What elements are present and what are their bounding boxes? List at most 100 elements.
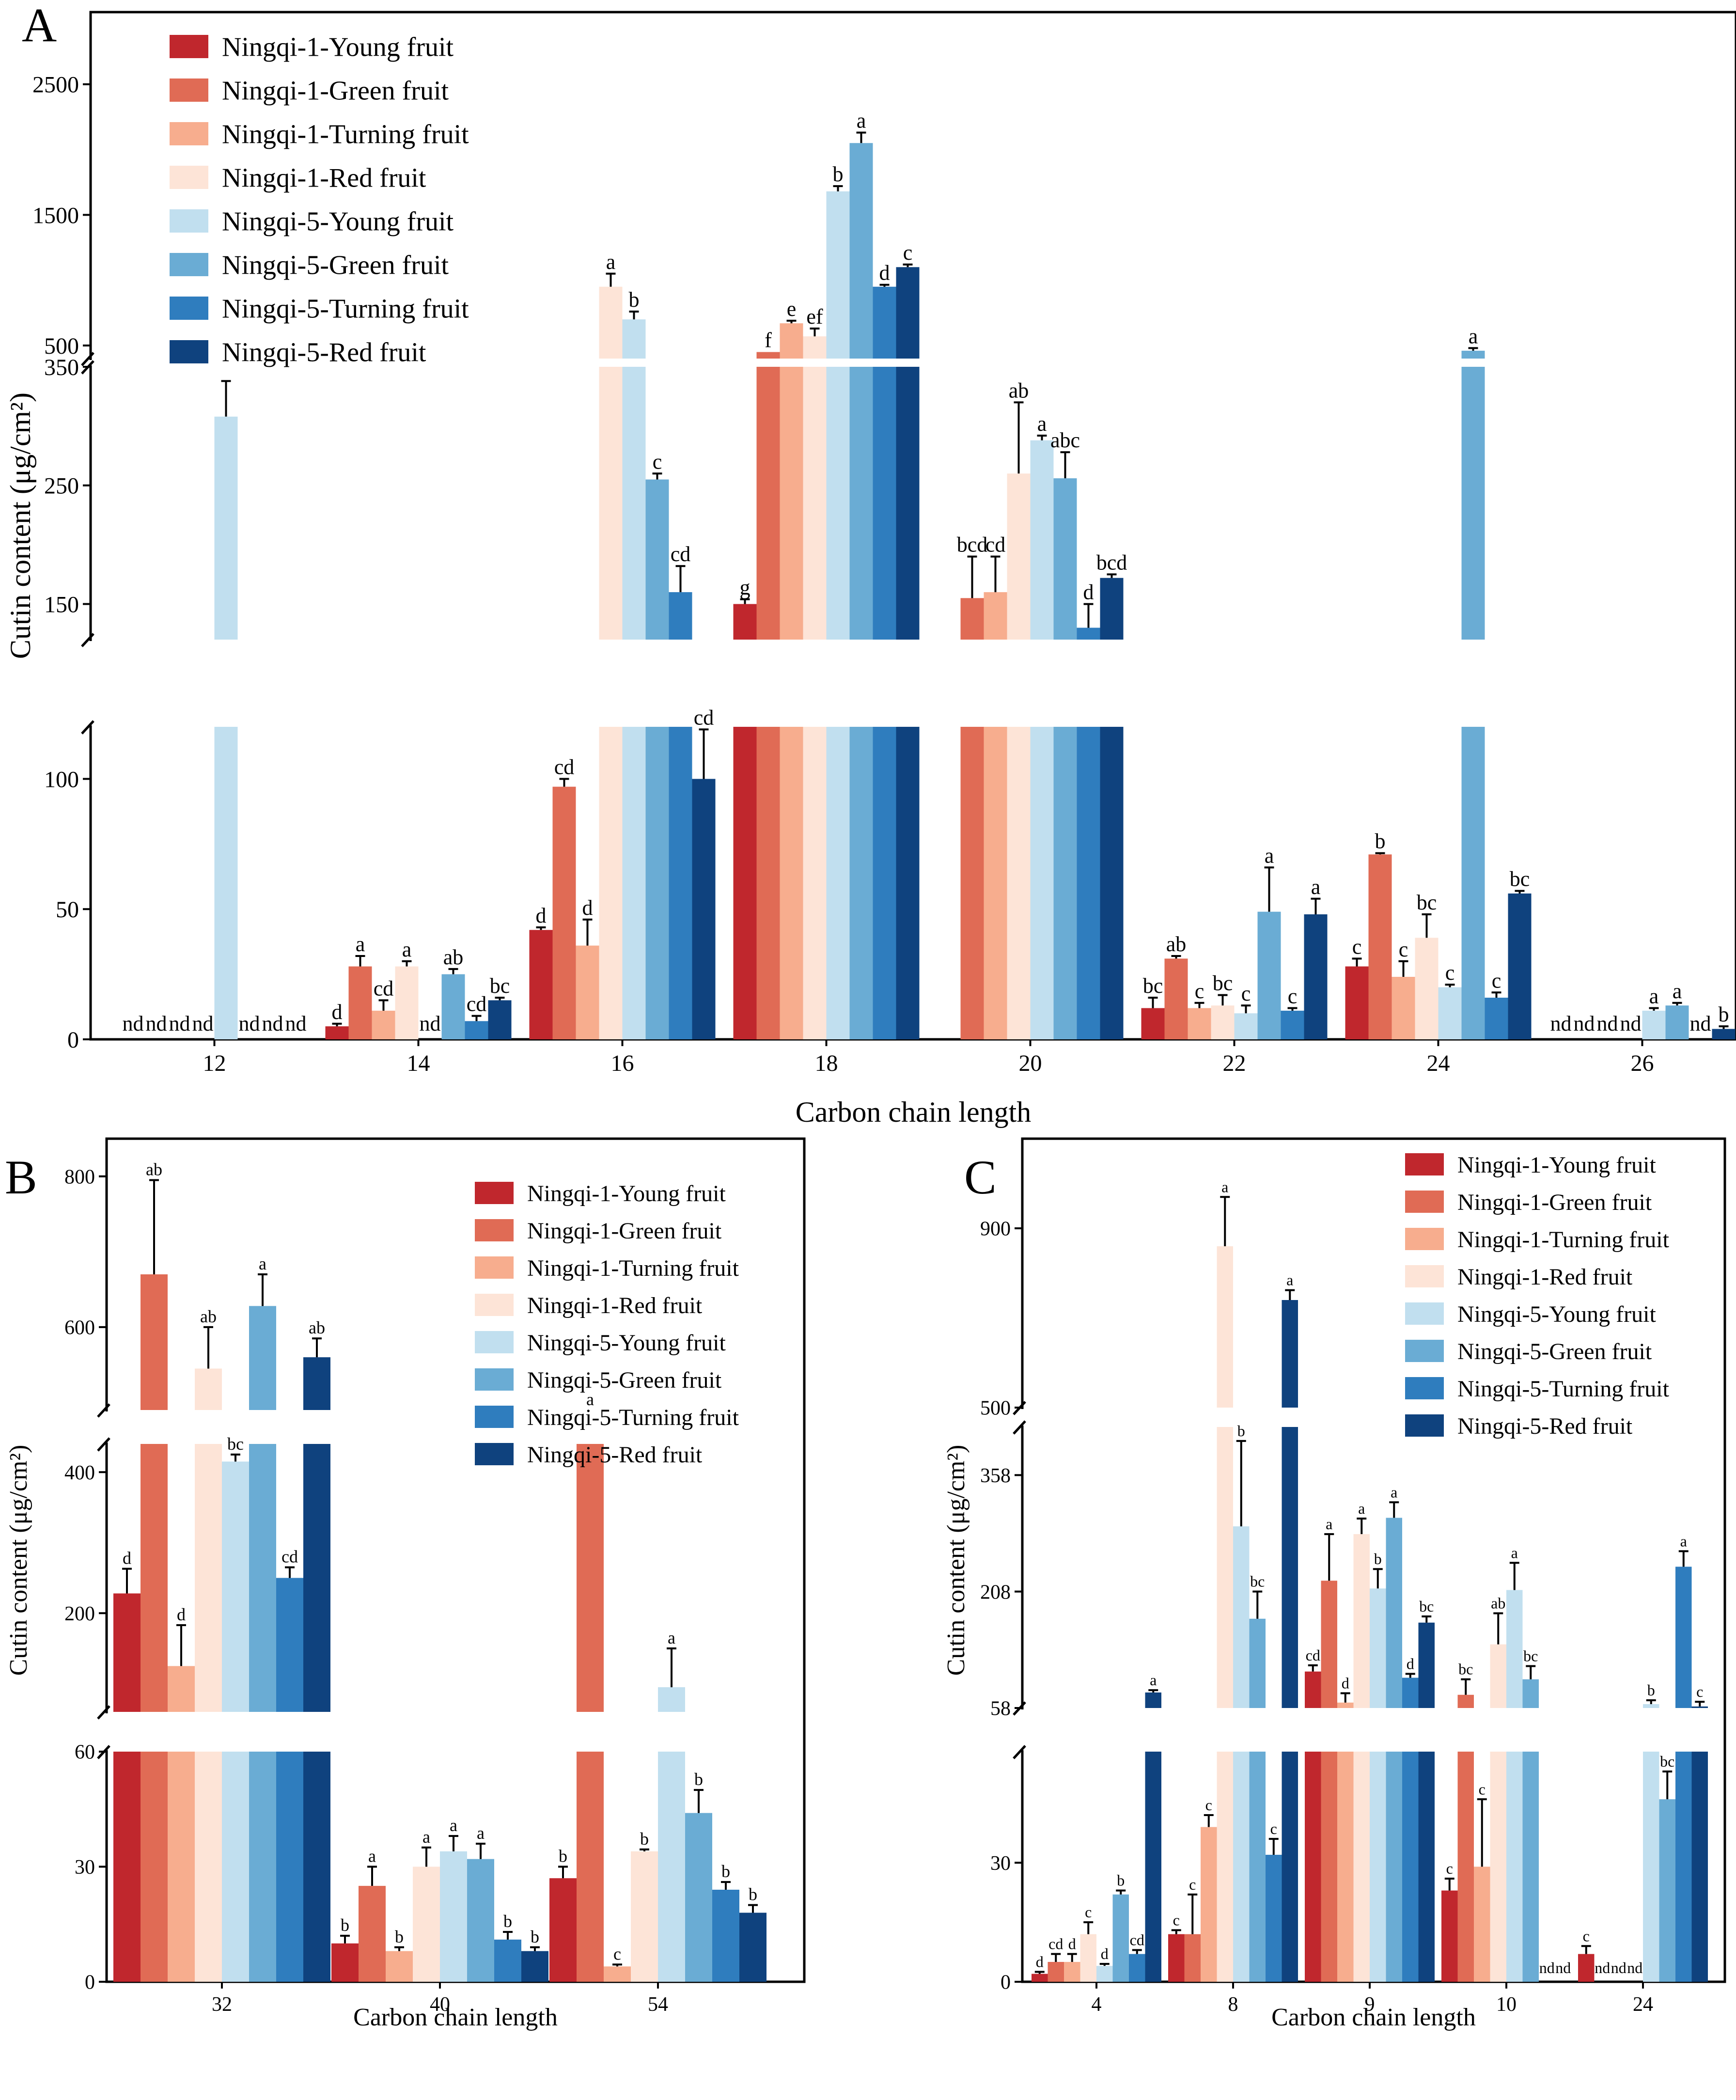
bar [1145, 1692, 1161, 1708]
bar [1217, 1752, 1233, 1982]
bar [1188, 1008, 1211, 1039]
axis-break-mark [1013, 1701, 1026, 1716]
axis-break-mark [97, 1437, 110, 1452]
axis-break-mark [97, 1705, 110, 1720]
legend-swatch [1405, 1414, 1444, 1437]
bar [1490, 1644, 1506, 1708]
x-axis-label: Carbon chain length [796, 1096, 1032, 1128]
legend-label: Ningqi-1-Red fruit [1457, 1264, 1633, 1290]
significance-label: nd [146, 1012, 167, 1035]
bar [325, 1026, 349, 1039]
bar [1485, 998, 1508, 1039]
bar [1304, 914, 1328, 1039]
bar [249, 1306, 276, 1410]
bar [803, 367, 827, 640]
bar [1461, 727, 1485, 1039]
bar [465, 1021, 488, 1039]
significance-label: b [640, 1829, 649, 1849]
significance-label: bc [1510, 867, 1530, 891]
significance-label: d [123, 1549, 131, 1568]
significance-label: c [1189, 1876, 1196, 1893]
bar [780, 367, 803, 640]
bar [1337, 1702, 1354, 1708]
bar [692, 779, 716, 1039]
bar [1461, 350, 1485, 359]
axis-break-mark [1013, 1401, 1026, 1415]
legend-label: Ningqi-1-Turning fruit [527, 1255, 739, 1281]
bar [1234, 1013, 1258, 1039]
bar [1353, 1752, 1370, 1982]
significance-label: b [1237, 1422, 1245, 1440]
bar [1217, 1246, 1233, 1408]
y-tick-label: 30 [990, 1852, 1011, 1875]
bar [552, 786, 576, 1039]
bar [960, 727, 984, 1039]
significance-label: bcd [1096, 550, 1127, 574]
y-tick-label: 0 [85, 1972, 95, 1994]
bar [896, 367, 920, 640]
significance-label: c [1583, 1927, 1590, 1944]
bar [1353, 1534, 1370, 1708]
panel-letter: C [964, 1150, 997, 1204]
axis-break-mark [81, 720, 94, 735]
bar [1032, 1974, 1048, 1982]
significance-label: d [332, 1000, 343, 1024]
x-tick-label: 22 [1223, 1050, 1246, 1076]
significance-label: nd [1550, 1012, 1572, 1035]
significance-label: cd [671, 542, 691, 566]
y-tick-label: 208 [980, 1581, 1011, 1603]
bar [1030, 440, 1054, 640]
bar [195, 1368, 222, 1410]
significance-label: nd [239, 1012, 260, 1035]
bar [348, 966, 372, 1039]
bar [577, 1444, 604, 1712]
bar [1642, 1010, 1666, 1039]
bar [1441, 1890, 1458, 1982]
significance-label: nd [123, 1012, 144, 1035]
significance-label: nd [1690, 1012, 1711, 1035]
bar [1370, 1588, 1386, 1708]
bar [622, 319, 646, 359]
bar [1164, 958, 1188, 1039]
y-tick-label: 100 [44, 767, 79, 792]
significance-label: nd [192, 1012, 214, 1035]
bar [1386, 1752, 1402, 1982]
significance-label: e [787, 297, 797, 321]
bar [622, 367, 646, 640]
x-tick-label: 12 [203, 1050, 226, 1076]
legend-label: Ningqi-1-Green fruit [1457, 1190, 1652, 1215]
bar [1282, 1300, 1298, 1408]
significance-label: c [613, 1944, 621, 1963]
significance-label: b [1117, 1872, 1125, 1889]
significance-label: d [879, 261, 890, 285]
significance-label: a [1680, 1532, 1687, 1550]
axis-break-gap [103, 1411, 110, 1442]
bar [658, 1752, 685, 1982]
panel-letter: A [22, 0, 57, 52]
significance-label: ab [309, 1318, 325, 1337]
bar [1691, 1752, 1708, 1982]
bar [1064, 1962, 1080, 1982]
significance-label: f [765, 329, 772, 352]
legend-label: Ningqi-5-Green fruit [527, 1367, 722, 1393]
significance-label: nd [169, 1012, 190, 1035]
significance-label: a [586, 1390, 594, 1409]
y-tick-label: 0 [1001, 1972, 1011, 1994]
legend-swatch [170, 297, 208, 320]
significance-label: nd [285, 1012, 307, 1035]
y-axis-label: Cutin content (μg/cm²) [942, 1445, 970, 1676]
significance-label: bc [1660, 1753, 1674, 1770]
significance-label: ab [443, 945, 464, 969]
legend-label: Ningqi-5-Green fruit [222, 251, 449, 281]
bar [1643, 1704, 1659, 1708]
legend-label: Ningqi-1-Green fruit [527, 1218, 722, 1244]
legend-label: Ningqi-5-Turning fruit [222, 294, 469, 324]
axis-break-gap [103, 1713, 110, 1750]
legend-swatch [475, 1331, 514, 1353]
significance-label: c [1288, 985, 1298, 1008]
y-tick-label: 150 [44, 592, 79, 617]
significance-label: a [1265, 844, 1274, 867]
x-tick-label: 20 [1019, 1050, 1042, 1076]
